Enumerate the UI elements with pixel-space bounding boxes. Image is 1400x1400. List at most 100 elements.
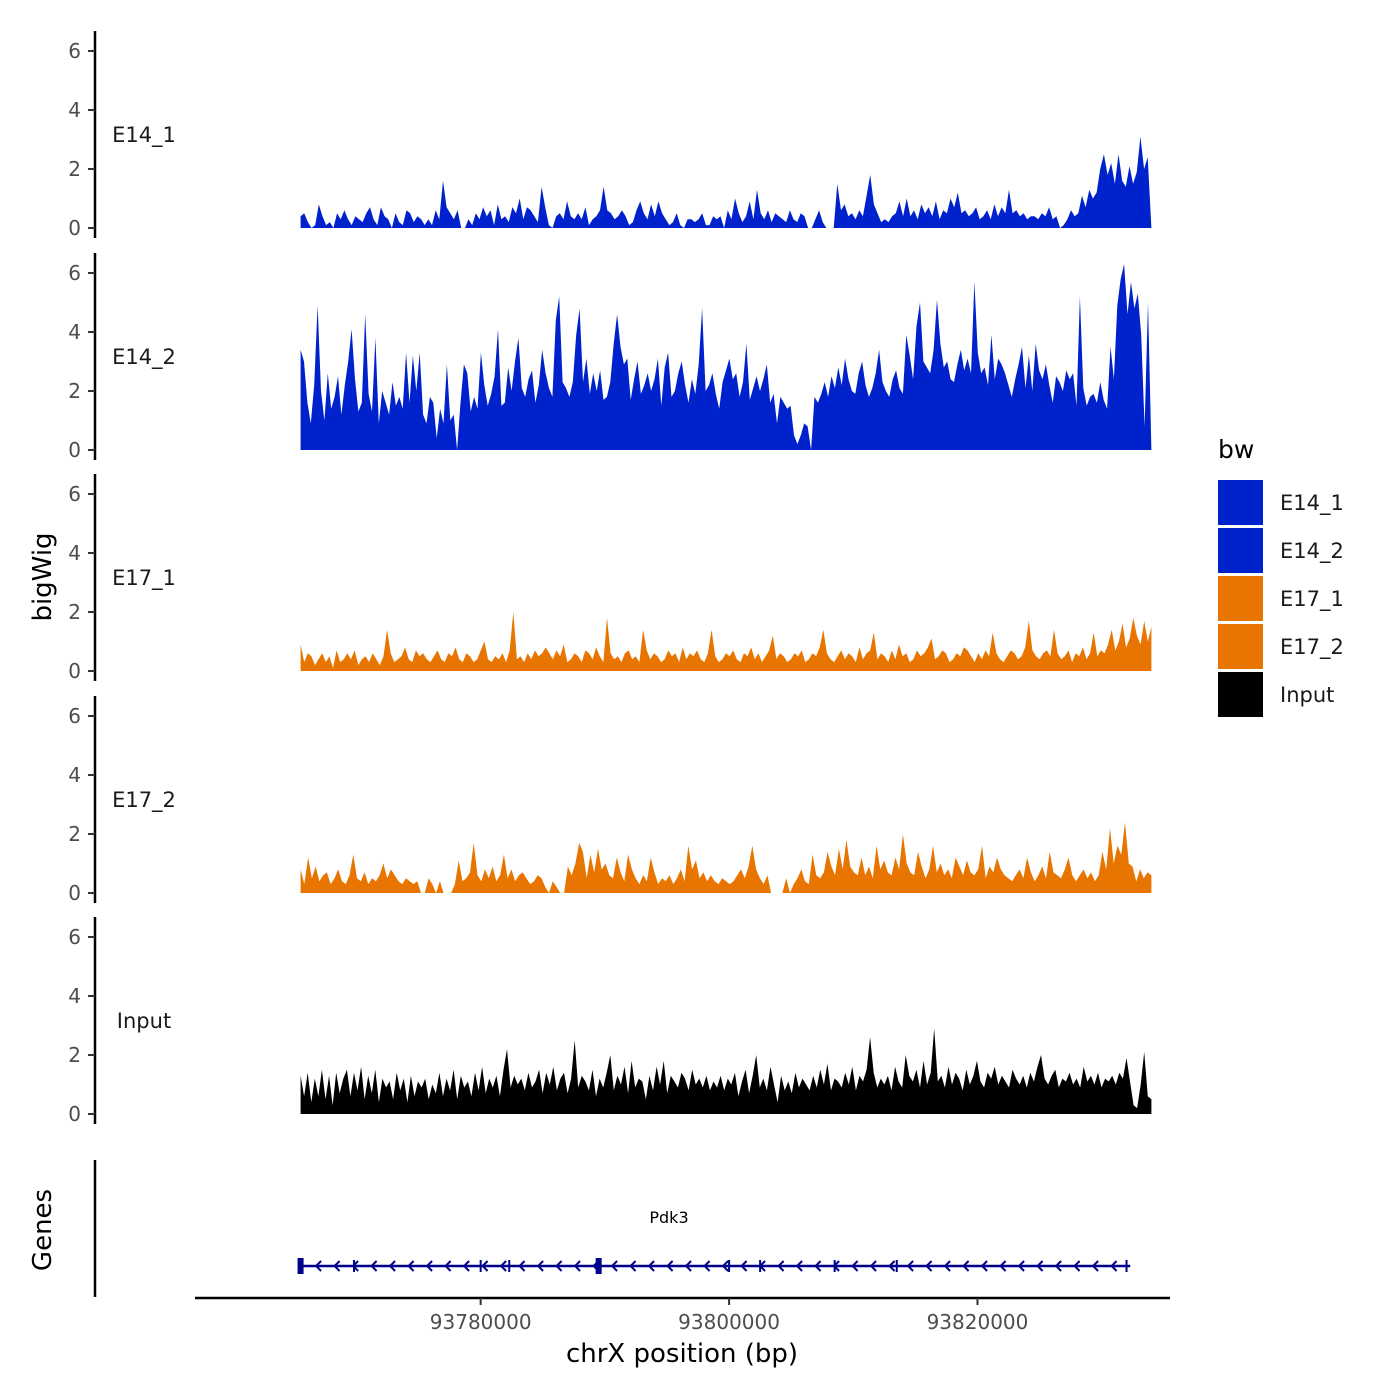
x-tick-label: 93820000: [927, 1310, 1029, 1334]
y-tick-label: 2: [68, 1043, 81, 1067]
strand-arrow: [851, 1260, 859, 1272]
legend-label-e14_1: E14_1: [1280, 491, 1344, 516]
x-tick-label: 93780000: [430, 1310, 532, 1334]
track-panel-e17_1: 0 2 4 6 E17_1: [68, 474, 1152, 683]
gene-exon: [297, 1258, 304, 1274]
strand-arrow: [684, 1260, 692, 1272]
y-tick-label: 2: [68, 822, 81, 846]
strand-arrow: [499, 1260, 507, 1272]
strand-arrow: [925, 1260, 933, 1272]
y-tick-label: 6: [68, 925, 81, 949]
strand-arrow: [999, 1260, 1007, 1272]
y-tick-label: 0: [68, 216, 81, 240]
track-panel-e14_2: 0 2 4 6 E14_2: [68, 253, 1152, 462]
track-label: E14_2: [112, 345, 176, 370]
track-label: E14_1: [112, 123, 176, 148]
strand-arrow: [740, 1260, 748, 1272]
y-tick-label: 6: [68, 482, 81, 506]
strand-arrow: [1091, 1260, 1099, 1272]
y-tick-label: 6: [68, 261, 81, 285]
y-tick-label: 6: [68, 704, 81, 728]
strand-arrow: [481, 1260, 489, 1272]
y-tick-label: 4: [68, 763, 81, 787]
gene-exon: [352, 1260, 355, 1272]
strand-arrow: [388, 1260, 396, 1272]
strand-arrow: [407, 1260, 415, 1272]
y-tick-label: 2: [68, 379, 81, 403]
y-axis-title: bigWig: [28, 532, 58, 621]
y-tick-label: 0: [68, 1102, 81, 1126]
strand-arrow: [1110, 1260, 1118, 1272]
x-axis-title: chrX position (bp): [566, 1339, 798, 1369]
strand-arrow: [814, 1260, 822, 1272]
strand-arrow: [869, 1260, 877, 1272]
legend-title: bw: [1218, 435, 1254, 464]
y-tick-label: 4: [68, 984, 81, 1008]
strand-arrow: [462, 1260, 470, 1272]
strand-arrow: [333, 1260, 341, 1272]
strand-arrow: [888, 1260, 896, 1272]
track-label: E17_1: [112, 566, 176, 591]
strand-arrow: [1054, 1260, 1062, 1272]
legend-label-e17_2: E17_2: [1280, 635, 1344, 660]
legend-label-input: Input: [1280, 683, 1334, 707]
y-tick-label: 2: [68, 157, 81, 181]
strand-arrow: [703, 1260, 711, 1272]
track-panel-e17_2: 0 2 4 6 E17_2: [68, 696, 1152, 905]
gene-exon: [595, 1258, 602, 1274]
strand-arrow: [777, 1260, 785, 1272]
strand-arrow: [425, 1260, 433, 1272]
strand-arrow: [906, 1260, 914, 1272]
legend-swatch-e14_1: [1218, 480, 1263, 525]
strand-arrow: [721, 1260, 729, 1272]
gene-exon: [728, 1260, 731, 1272]
track-panel-e14_1: 0 2 4 6 E14_1: [68, 31, 1152, 240]
strand-arrow: [444, 1260, 452, 1272]
gene-exon: [1125, 1260, 1128, 1272]
gene-label: Pdk3: [649, 1208, 688, 1227]
y-tick-label: 4: [68, 541, 81, 565]
strand-arrow: [1073, 1260, 1081, 1272]
x-axis: 93780000 93800000 93820000: [195, 1296, 1170, 1334]
y-tick-label: 0: [68, 659, 81, 683]
signal-area-e14_1: [300, 136, 1152, 228]
legend-swatch-e17_2: [1218, 624, 1263, 669]
strand-arrow: [314, 1260, 322, 1272]
gene-exon: [895, 1260, 898, 1272]
y-tick-label: 4: [68, 320, 81, 344]
strand-arrow: [1017, 1260, 1025, 1272]
legend-swatch-e14_2: [1218, 528, 1263, 573]
signal-area-e14_2: [300, 264, 1152, 450]
y-tick-label: 2: [68, 600, 81, 624]
gene-exon: [479, 1260, 482, 1272]
gene-panel: Pdk3: [93, 1160, 1131, 1297]
strand-arrow: [666, 1260, 674, 1272]
strand-arrow: [943, 1260, 951, 1272]
gene-exon: [508, 1260, 511, 1272]
gene-panel-title: Genes: [28, 1189, 58, 1271]
track-panel-input: 0 2 4 6 Input: [68, 917, 1152, 1126]
track-label: E17_2: [112, 788, 176, 813]
legend-swatch-e17_1: [1218, 576, 1263, 621]
y-tick-label: 0: [68, 438, 81, 462]
track-label: Input: [117, 1009, 171, 1033]
strand-arrow: [647, 1260, 655, 1272]
strand-arrow: [573, 1260, 581, 1272]
strand-arrow: [610, 1260, 618, 1272]
strand-arrow: [629, 1260, 637, 1272]
y-tick-label: 0: [68, 881, 81, 905]
legend-swatch-input: [1218, 672, 1263, 717]
strand-arrow: [980, 1260, 988, 1272]
strand-arrow: [536, 1260, 544, 1272]
y-tick-label: 4: [68, 98, 81, 122]
strand-arrow: [518, 1260, 526, 1272]
legend-label-e17_1: E17_1: [1280, 587, 1344, 612]
x-tick-label: 93800000: [678, 1310, 780, 1334]
track-panels: 0 2 4 6 E14_1 0 2 4 6 E14_2 0 2 4 6 E17_1 0 2 4 6 E17_2 0 2 4 6…: [68, 31, 1152, 1126]
gene-exon: [833, 1260, 836, 1272]
signal-area-e17_2: [300, 822, 1152, 893]
strand-arrow: [555, 1260, 563, 1272]
signal-area-e17_1: [300, 612, 1152, 671]
strand-arrow: [795, 1260, 803, 1272]
